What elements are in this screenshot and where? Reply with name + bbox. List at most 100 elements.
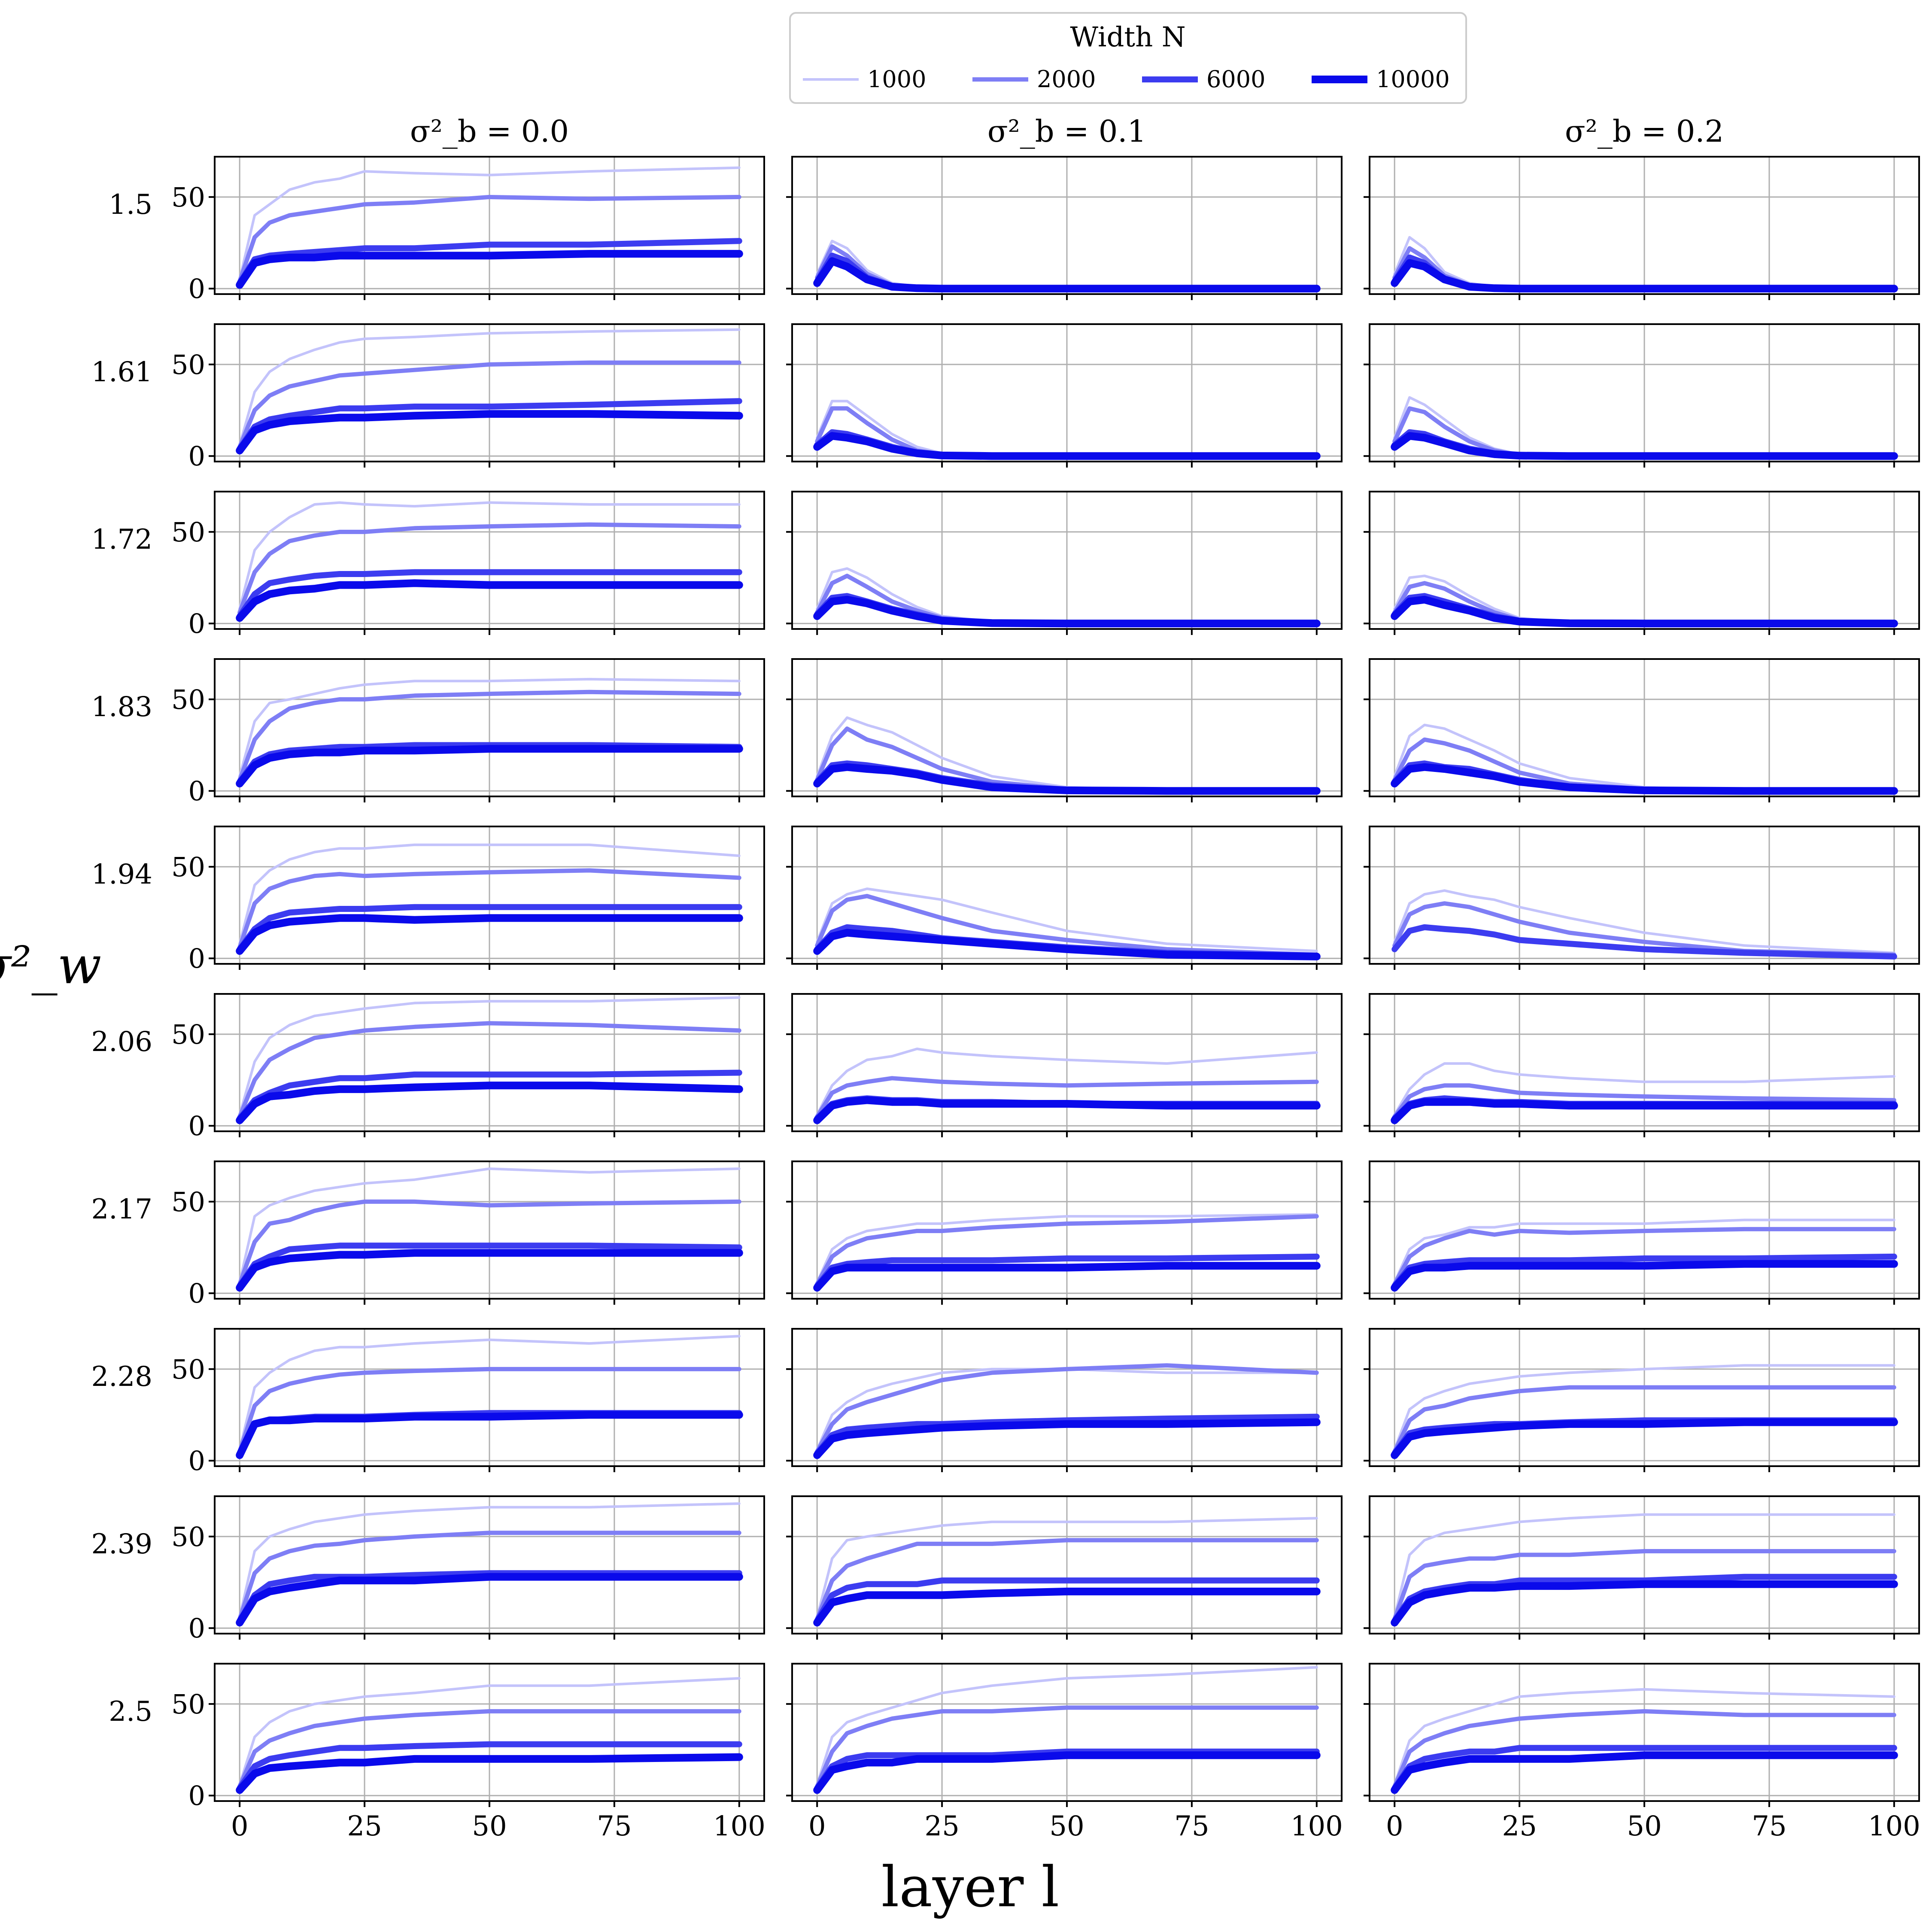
- series-line-10000: [1391, 1580, 1898, 1627]
- panel: 0 50: [171, 658, 765, 807]
- series-line-2000: [237, 1199, 741, 1286]
- series-line-10000: [236, 745, 743, 788]
- panel: [1364, 323, 1920, 468]
- panel: 0 25 50 75 100: [786, 1663, 1343, 1842]
- series-line-6000: [237, 904, 742, 952]
- x-tick-label: 25: [347, 1810, 382, 1842]
- series-line-1000: [238, 1335, 741, 1451]
- series-line-10000: [236, 1411, 743, 1459]
- series-line-2000: [237, 360, 741, 449]
- y-tick-label: 50: [171, 1186, 205, 1218]
- panel: [1364, 1160, 1920, 1305]
- panel: [1364, 658, 1920, 802]
- panel: 0 50: [171, 156, 765, 304]
- series-line-2000: [237, 690, 741, 782]
- panel: 0 50: [171, 1495, 765, 1644]
- panel: [1364, 156, 1920, 300]
- series-line-1000: [816, 1666, 1318, 1786]
- x-tick-label: 75: [597, 1810, 632, 1842]
- series-line-2000: [1392, 1549, 1896, 1621]
- panel: [1364, 1495, 1920, 1640]
- row-label: 2.06: [91, 1026, 153, 1058]
- y-tick-label: 0: [188, 1613, 205, 1644]
- panel: [1364, 993, 1920, 1137]
- row-label: 1.94: [91, 859, 153, 890]
- panel: 0 50: [171, 1328, 765, 1476]
- y-tick-label: 50: [171, 349, 205, 380]
- series-line-6000: [237, 398, 742, 452]
- series-line-6000: [1391, 924, 1897, 960]
- x-tick-label: 75: [1174, 1810, 1209, 1842]
- series-line-1000: [816, 1213, 1318, 1284]
- series-line-10000: [1391, 432, 1898, 460]
- y-tick-label: 0: [188, 1780, 205, 1811]
- series-line-10000: [813, 1096, 1321, 1124]
- series-line-1000: [238, 843, 741, 945]
- series-line-1000: [238, 501, 741, 611]
- legend-label-10000: 10000: [1376, 66, 1450, 93]
- panel: [786, 491, 1343, 635]
- series-line-2000: [237, 1021, 741, 1119]
- series-line-2000: [815, 1076, 1319, 1119]
- row-label: 1.72: [91, 524, 153, 556]
- series-line-2000: [237, 868, 741, 950]
- series-line-10000: [236, 1573, 743, 1627]
- panel: [786, 1495, 1343, 1640]
- x-tick-label: 100: [713, 1810, 766, 1842]
- series-line-1000: [1393, 889, 1896, 954]
- legend: Width N 1000 2000 6000 10000: [789, 12, 1467, 104]
- series-line-10000: [1391, 595, 1898, 628]
- x-axis-label: layer l: [881, 1854, 1060, 1920]
- series-line-1000: [816, 1367, 1318, 1451]
- column-title: σ²_b = 0.1: [987, 114, 1146, 149]
- y-tick-label: 0: [188, 608, 205, 639]
- series-line-10000: [813, 1418, 1321, 1459]
- series-line-1000: [238, 1502, 741, 1619]
- series-line-2000: [815, 1214, 1319, 1286]
- y-tick-label: 50: [171, 516, 205, 548]
- series-line-2000: [1392, 1083, 1896, 1119]
- x-tick-label: 0: [1386, 1810, 1403, 1842]
- panel: 0 50: [171, 1160, 765, 1309]
- series-line-2000: [1392, 1227, 1896, 1286]
- row-label: 2.39: [91, 1528, 153, 1560]
- series-line-10000: [813, 257, 1321, 293]
- y-tick-label: 0: [188, 775, 205, 807]
- series-line-6000: [814, 1413, 1320, 1457]
- x-tick-label: 50: [1627, 1810, 1662, 1842]
- x-tick-label: 50: [472, 1810, 507, 1842]
- series-line-2000: [237, 1531, 741, 1621]
- y-tick-label: 0: [188, 1278, 205, 1309]
- series-line-1000: [1393, 1062, 1896, 1116]
- series-line-6000: [814, 1577, 1320, 1624]
- y-tick-label: 0: [188, 943, 205, 974]
- y-tick-label: 0: [188, 273, 205, 304]
- series-line-10000: [236, 410, 743, 455]
- x-tick-label: 0: [231, 1810, 249, 1842]
- series-line-2000: [815, 1363, 1319, 1454]
- series-line-10000: [1391, 1751, 1898, 1794]
- series-line-2000: [237, 1367, 741, 1454]
- panel: [786, 658, 1343, 802]
- row-label: 1.61: [91, 356, 153, 388]
- panel: [786, 1328, 1343, 1472]
- series-line-1000: [238, 1167, 741, 1284]
- series-line-10000: [813, 1751, 1321, 1794]
- y-tick-label: 50: [171, 1689, 205, 1720]
- column-titles: σ²_b = 0.0 σ²_b = 0.1 σ²_b = 0.2: [410, 114, 1724, 149]
- x-tick-label: 25: [1502, 1810, 1537, 1842]
- x-tick-label: 75: [1752, 1810, 1786, 1842]
- panel: 0 50: [171, 491, 765, 639]
- series-line-10000: [236, 579, 743, 622]
- series-line-6000: [237, 1741, 742, 1792]
- series-line-10000: [236, 1081, 743, 1124]
- x-tick-label: 0: [808, 1810, 826, 1842]
- legend-title: Width N: [1070, 21, 1185, 53]
- panel: [786, 826, 1343, 970]
- series-line-1000: [238, 677, 741, 778]
- series-line-10000: [813, 763, 1321, 795]
- series-line-1000: [238, 1677, 741, 1786]
- series-line-10000: [813, 929, 1321, 960]
- series-line-10000: [813, 1587, 1321, 1627]
